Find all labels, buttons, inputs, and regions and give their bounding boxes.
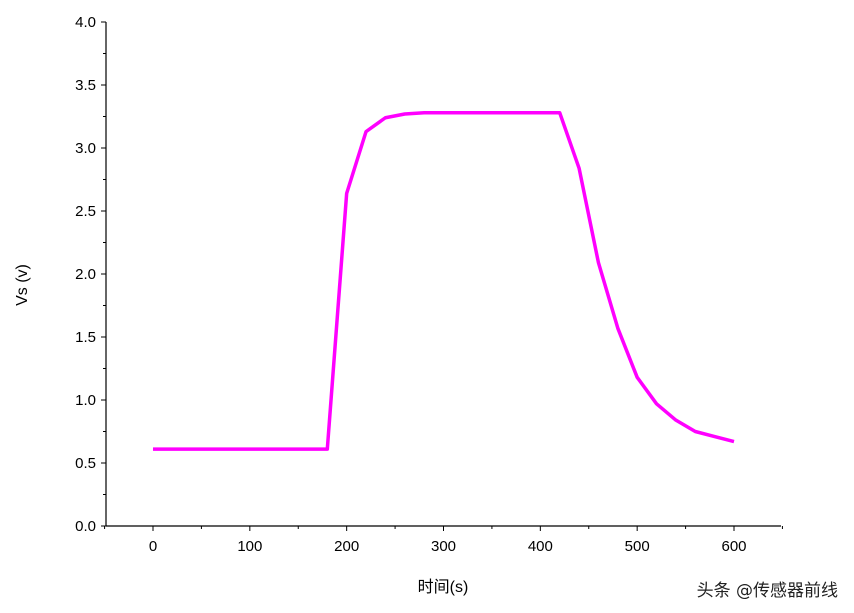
y-tick-label: 2.5 bbox=[75, 203, 96, 220]
y-tick-label: 3.0 bbox=[75, 140, 96, 157]
x-tick-label: 300 bbox=[431, 538, 456, 555]
y-tick-label: 0.0 bbox=[75, 518, 96, 535]
x-tick-label: 200 bbox=[334, 538, 359, 555]
series-line bbox=[153, 110, 735, 451]
x-axis-label: 时间(s) bbox=[418, 578, 469, 596]
y-tick-label: 3.5 bbox=[75, 77, 96, 94]
y-tick-label: 1.0 bbox=[75, 392, 96, 409]
y-tick-label: 0.5 bbox=[75, 455, 96, 472]
x-tick-label: 0 bbox=[149, 538, 157, 555]
x-tick-label: 600 bbox=[721, 538, 746, 555]
watermark: 头条 @传感器前线 bbox=[696, 581, 838, 601]
x-tick-label: 500 bbox=[625, 538, 650, 555]
y-tick-label: 4.0 bbox=[75, 14, 96, 31]
y-tick-label: 1.5 bbox=[75, 329, 96, 346]
series-line-group bbox=[152, 110, 735, 451]
x-tick-label: 400 bbox=[528, 538, 553, 555]
x-tick-label: 100 bbox=[237, 538, 262, 555]
y-tick-label: 2.0 bbox=[75, 266, 96, 283]
y-axis-label: Vs (v) bbox=[14, 264, 31, 306]
axes: 0.0 0.5 1.0 1.5 2.0 2.5 3.0 3.5 4.0 0 100 200 300 400… bbox=[75, 14, 783, 555]
